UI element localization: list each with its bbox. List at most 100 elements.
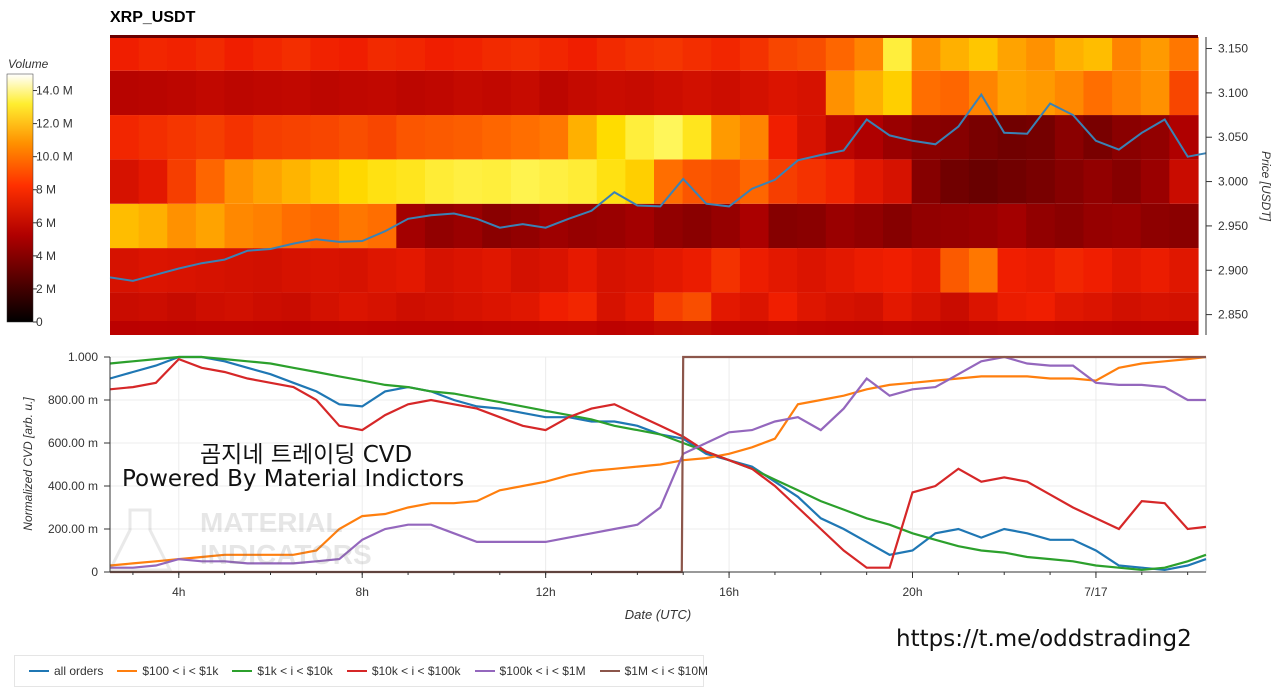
heat-cell [682,37,712,71]
heat-cell [625,70,655,116]
heat-cell [711,70,741,116]
colorbar-tick-label: 12.0 M [36,117,73,131]
cvd-y-tick-label: 800.00 m [48,393,98,407]
heat-cell [510,115,541,160]
heat-cell [253,248,283,293]
heat-cell [711,115,741,160]
colorbar-ticks: 0 2 M 4 M 6 M 8 M 10.0 M 12.0 M 14.0 M [33,84,73,329]
heat-cell [539,37,569,71]
heat-cell [596,70,626,116]
heat-cell [968,37,999,71]
heat-cell [167,159,197,204]
heat-cell [568,37,598,71]
heat-cell [825,159,856,204]
cvd-y-tick-label: 200.00 m [48,522,98,536]
heat-cell [1054,248,1085,293]
heat-cell [1026,203,1056,249]
heat-cell [997,115,1027,160]
legend-item[interactable]: $100 < i < $1k [117,664,218,678]
price-tick-label: 2.950 [1218,219,1248,233]
heat-cell [195,115,226,160]
heat-cell [310,37,340,71]
heat-cell [396,70,426,116]
heat-cell [482,70,512,116]
heat-cell [1112,203,1142,249]
legend-item[interactable]: all orders [29,664,103,678]
heat-cell [167,70,197,116]
watermark-line1: MATERIAL [200,507,343,538]
heat-cell [1169,248,1199,293]
heat-cell [825,37,856,71]
heat-cell [1026,37,1056,71]
overlay-line2: Powered By Material Indictors [122,466,465,492]
heat-cell [1169,37,1199,71]
heat-cell [682,70,712,116]
legend-swatch [117,670,138,672]
heat-cell [854,70,884,116]
heat-cell [453,203,483,249]
heat-cell [367,70,397,116]
heat-cell [1140,203,1170,249]
heat-cell [281,37,312,71]
legend-label: $100k < i < $1M [499,664,586,678]
heat-cell [1169,159,1199,204]
legend-item[interactable]: $1M < i < $10M [599,664,708,678]
heat-cell [711,37,741,71]
heat-cell [825,248,856,293]
legend-item[interactable]: $10k < i < $100k [346,664,461,678]
legend-item[interactable]: $100k < i < $1M [474,664,586,678]
heat-cell [110,203,140,249]
heat-cell [568,115,598,160]
heat-cell [968,115,999,160]
telegram-url[interactable]: https://t.me/oddstrading2 [896,626,1192,652]
heat-cell [968,70,999,116]
heat-cell [1083,248,1113,293]
heat-cell [911,37,941,71]
heat-cell [310,159,340,204]
legend-swatch [232,670,253,672]
heat-cell [568,159,598,204]
heat-cell [396,37,426,71]
legend-label: $10k < i < $100k [371,664,461,678]
watermark-line2: INDICATORS [200,539,372,570]
cvd-x-tick-label: 16h [719,585,739,599]
heat-cell [711,248,741,293]
heat-cell [367,37,397,71]
heat-cell [883,248,913,293]
heat-cell [654,70,684,116]
colorbar-tick-label: 2 M [36,282,56,296]
heat-cell [911,159,941,204]
heat-cell [825,203,856,249]
heat-cell [539,115,569,160]
heat-cell [453,248,483,293]
heat-cell [768,37,798,71]
heat-cell [1026,248,1056,293]
heat-cell [940,248,970,293]
heat-cell [253,70,283,116]
heat-cell [854,37,884,71]
heat-cell [453,70,483,116]
legend-label: $100 < i < $1k [142,664,219,678]
legend-swatch [599,670,620,672]
heat-cell [825,70,856,116]
legend-label: all orders [54,664,104,678]
heat-cell [224,70,254,116]
heat-cell [1083,203,1113,249]
heat-cell [539,70,569,116]
colorbar-tick-label: 14.0 M [36,84,73,98]
legend-item[interactable]: $1k < i < $10k [232,664,333,678]
heat-cell [625,203,655,249]
heat-cell [797,203,827,249]
heat-cell [424,159,455,204]
heat-cell [424,37,455,71]
heat-cell [367,203,397,249]
heat-cell [310,248,340,293]
heat-cell [453,115,483,160]
heat-cell [453,159,483,204]
heat-cell [195,37,226,71]
heat-cell [167,37,197,71]
heat-cell [654,37,684,71]
heat-cell [940,159,970,204]
heat-cell [138,248,168,293]
heat-cell [739,248,770,293]
